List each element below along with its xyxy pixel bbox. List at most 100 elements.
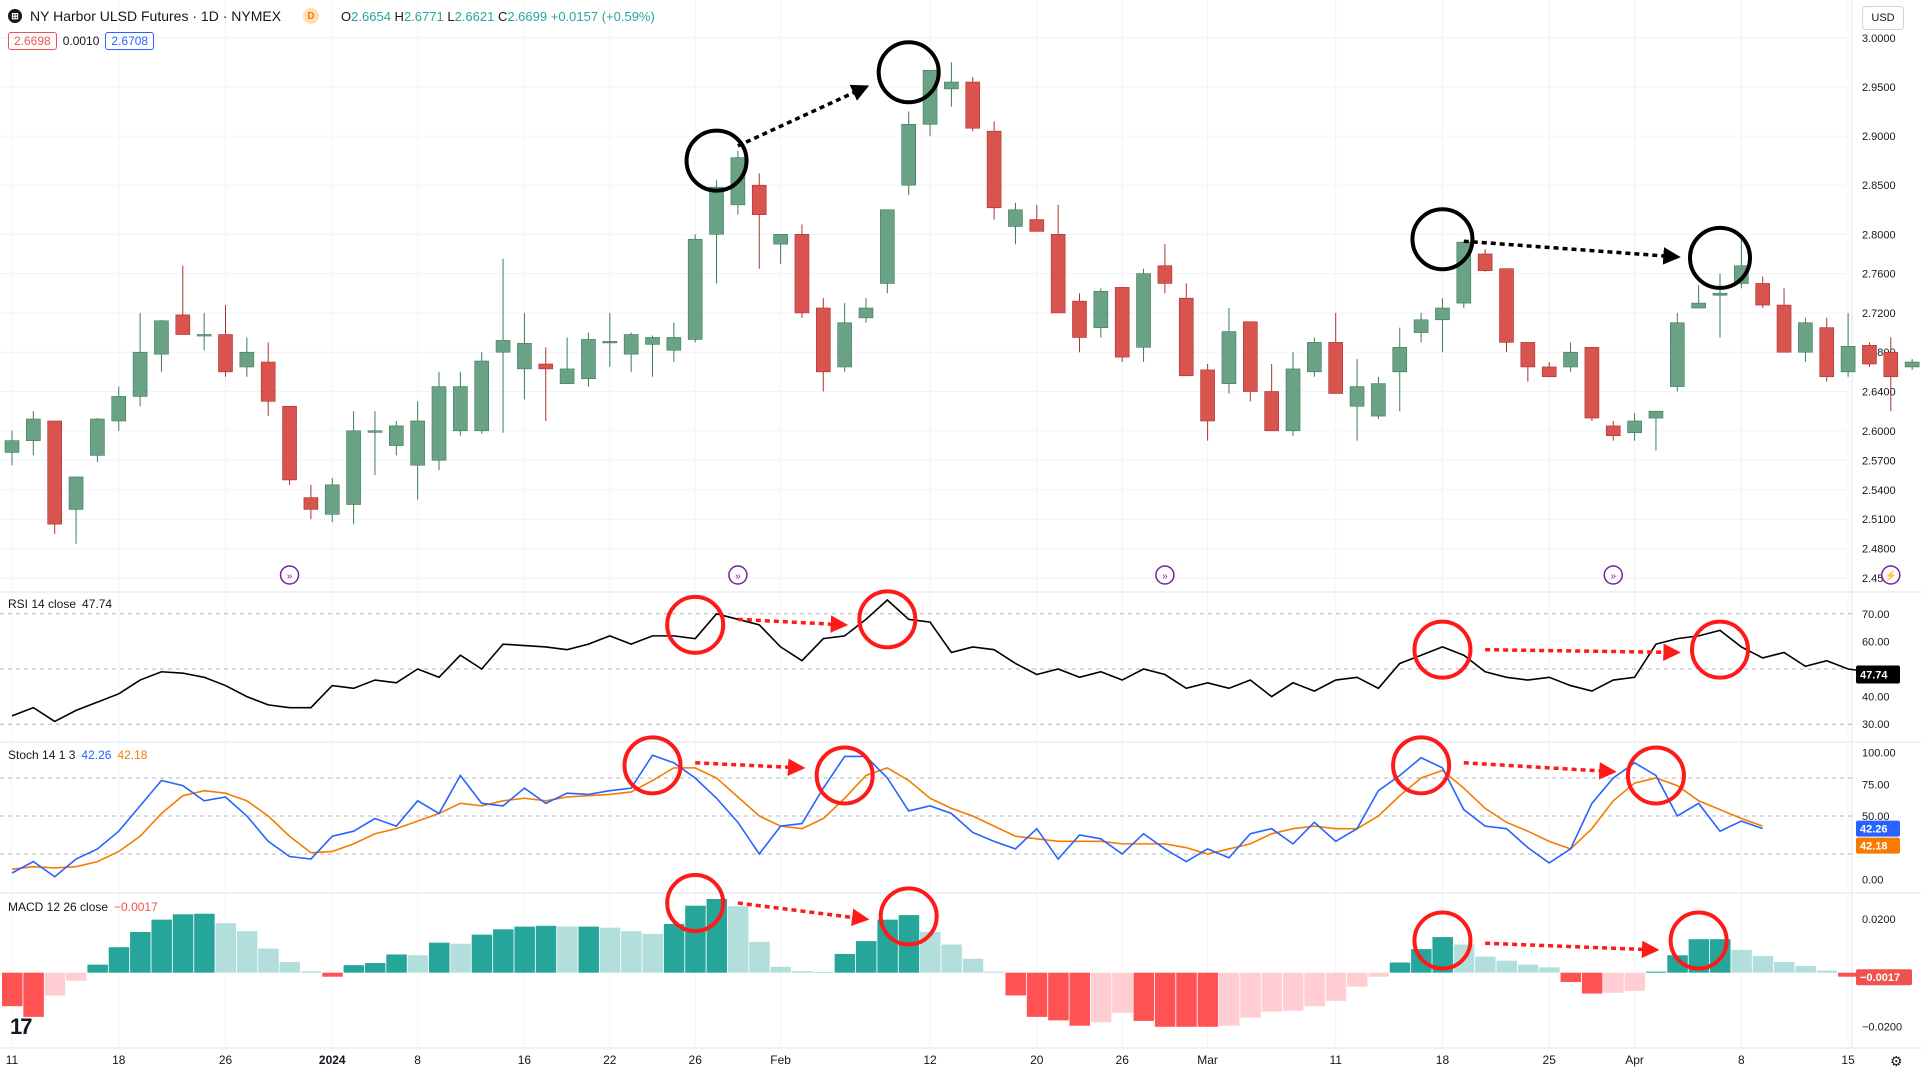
candle-body [132, 351, 148, 397]
candle-body [1136, 273, 1151, 348]
exchange-icon[interactable]: ⊞ [8, 9, 22, 23]
macd-histogram-bar [1539, 967, 1560, 973]
macd-histogram-bar [44, 972, 66, 996]
candle-body [1670, 322, 1685, 387]
candle-body [1371, 383, 1386, 417]
candle-body [1499, 268, 1514, 343]
candle-body [1093, 290, 1109, 328]
symbol-title[interactable]: NY Harbor ULSD Futures · 1D · NYMEX [30, 8, 282, 24]
macd-histogram-bar [450, 943, 471, 973]
x-tick-label: 20 [1030, 1053, 1044, 1067]
x-tick-label: 26 [1116, 1053, 1130, 1067]
macd-histogram-bar [1368, 972, 1389, 977]
rsi-legend[interactable]: RSI 14 close 47.74 [8, 597, 112, 611]
annotation-circle-red [878, 886, 939, 947]
candle-body [1605, 425, 1621, 437]
x-tick-label: 16 [518, 1053, 532, 1067]
macd-histogram-bar [1325, 972, 1347, 1001]
candle-body [410, 420, 425, 466]
buy-price-button[interactable]: 2.6708 [105, 32, 155, 50]
annotation-circle-red [1391, 735, 1452, 796]
candle-body [1307, 342, 1322, 373]
dividend-icon [728, 565, 748, 585]
stoch-tick-label: 50.00 [1862, 811, 1890, 823]
price-tick-label: 2.8500 [1862, 180, 1896, 192]
bid-ask-row: 2.6698 0.0010 2.6708 [8, 32, 155, 50]
macd-value: −0.0017 [114, 900, 158, 914]
annotation-circle-black [684, 128, 749, 193]
change-value: +0.0157 (+0.59%) [550, 8, 655, 24]
x-tick-label: 18 [1436, 1053, 1450, 1067]
macd-histogram-bar [1731, 949, 1752, 973]
macd-histogram-bar [279, 961, 301, 973]
candle-body [773, 234, 788, 245]
macd-histogram-bar [813, 971, 834, 973]
stoch-legend[interactable]: Stoch 14 1 3 42.26 42.18 [8, 748, 147, 762]
candle-body [1264, 391, 1279, 432]
candle-body [1243, 321, 1258, 392]
candle-body [175, 314, 191, 335]
settings-gear-icon[interactable]: ⚙ [1890, 1053, 1903, 1069]
currency-button[interactable]: USD [1862, 6, 1904, 30]
macd-histogram-bar [1667, 955, 1688, 973]
macd-histogram-bar [1005, 972, 1026, 996]
candle-body [1691, 302, 1706, 309]
dividend-icon [279, 565, 300, 585]
annotation-circle-black [876, 40, 941, 105]
spread-value: 0.0010 [62, 34, 100, 48]
macd-histogram-bar [1624, 972, 1646, 991]
macd-histogram-bar [578, 926, 599, 973]
candle-body [1840, 346, 1856, 373]
macd-histogram-bar [1603, 972, 1624, 993]
annotation-circle-red [1668, 910, 1729, 971]
macd-histogram-bar [215, 923, 236, 973]
macd-histogram-bar [1069, 972, 1090, 1026]
macd-histogram-bar [621, 931, 642, 973]
ohlc-readout: O2.6654 H2.6771 L2.6621 C2.6699 +0.0157 … [341, 9, 655, 24]
macd-histogram-bar [194, 913, 215, 973]
candle-body [1648, 410, 1664, 419]
x-tick-label: Mar [1197, 1053, 1218, 1067]
candle-body [4, 440, 20, 453]
candle-body [1157, 265, 1173, 284]
close-value: 2.6699 [507, 8, 548, 24]
annotation-arrow [1485, 940, 1660, 959]
macd-histogram-bar [1090, 972, 1112, 1023]
x-tick-label: 2024 [319, 1053, 346, 1067]
candle-body [645, 337, 660, 345]
candle-body [1285, 368, 1301, 432]
macd-histogram-bar [87, 964, 108, 973]
price-tick-label: 2.9500 [1862, 82, 1896, 94]
candle-body [751, 184, 767, 215]
stoch-d-line [11, 766, 1763, 870]
annotation-circle-red [1412, 910, 1473, 971]
x-tick-label: 12 [923, 1053, 937, 1067]
rsi-current-badge [1856, 665, 1900, 684]
annotation-arrow [695, 758, 806, 776]
x-tick-label: 26 [689, 1053, 703, 1067]
candle-body [1883, 351, 1899, 378]
macd-histogram-bar [429, 942, 450, 973]
rsi-label: RSI 14 close [8, 597, 77, 611]
macd-histogram-bar [1112, 972, 1133, 1013]
tradingview-logo[interactable]: 17 [10, 1014, 33, 1039]
dividend-icon-glyph: » [1162, 571, 1168, 582]
candle-body [901, 123, 917, 186]
price-tick-label: 2.5400 [1862, 485, 1896, 497]
dividend-icon-glyph: » [735, 571, 741, 582]
candle-body [666, 337, 682, 351]
price-tick-label: 2.7600 [1862, 269, 1896, 281]
stoch-d-badge-label: 42.18 [1860, 841, 1888, 853]
macd-histogram-bar [1752, 956, 1774, 973]
open-value: 2.6654 [351, 8, 391, 24]
sell-price-button[interactable]: 2.6698 [8, 32, 57, 50]
annotation-circle-black [1410, 207, 1475, 272]
macd-legend[interactable]: MACD 12 26 close −0.0017 [8, 900, 158, 914]
candle-body [1776, 304, 1792, 353]
macd-tick-label: −0.0200 [1862, 1021, 1902, 1033]
candle-body [1584, 346, 1600, 419]
macd-histogram-bar [258, 948, 279, 973]
macd-histogram-bar [941, 944, 962, 973]
delayed-badge[interactable]: D [303, 8, 320, 24]
